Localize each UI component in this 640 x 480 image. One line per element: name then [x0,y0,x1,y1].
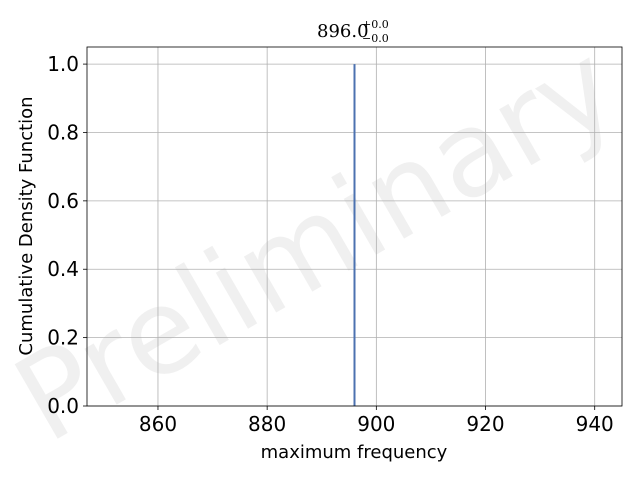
y-tick-label: 0.8 [47,120,79,144]
chart-title: 896.0 +0.0 −0.0 [317,18,389,45]
title-value: 896.0 [317,21,369,42]
y-tick-label: 0.4 [47,257,79,281]
x-tick-label: 920 [466,412,504,436]
x-tick-label: 900 [357,412,395,436]
x-tick-label: 940 [576,412,614,436]
title-lower-error: −0.0 [362,32,389,45]
plot-frame [86,46,623,407]
x-axis-label: maximum frequency [261,442,448,463]
y-tick-label: 0.2 [47,326,79,350]
y-tick-label: 0.6 [47,189,79,213]
y-tick-label: 0.0 [47,394,79,418]
x-tick-labels: 860 880 900 920 940 [139,412,614,436]
y-tick-labels: 0.0 0.2 0.4 0.6 0.8 1.0 [47,52,79,418]
tick-marks [83,63,596,410]
y-axis-label: Cumulative Density Function [16,96,37,355]
y-tick-label: 1.0 [47,52,79,76]
x-tick-label: 880 [248,412,286,436]
x-tick-label: 860 [139,412,177,436]
title-upper-error: +0.0 [362,18,389,31]
